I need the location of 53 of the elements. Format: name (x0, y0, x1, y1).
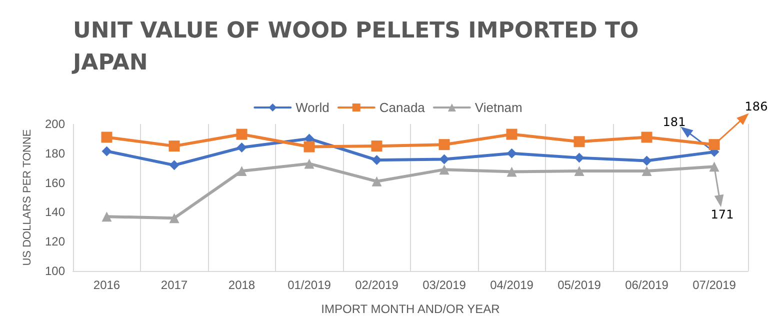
x-axis-title: IMPORT MONTH AND/OR YEAR (321, 302, 500, 316)
point (574, 166, 584, 176)
x-tick-label: 2017 (160, 278, 188, 292)
point (304, 141, 315, 152)
x-tick-label: 03/2019 (422, 278, 466, 292)
y-tick-label: 140 (44, 205, 66, 220)
chart-title: UNIT VALUE OF WOOD PELLETS IMPORTED TO JAPAN (71, 18, 646, 76)
y-axis-title: US DOLLARS PER TONNE (22, 129, 34, 266)
point (574, 152, 584, 163)
point (168, 140, 180, 152)
point (236, 166, 247, 176)
point (236, 142, 247, 153)
y-tick-label: 160 (44, 176, 66, 190)
point (642, 156, 652, 166)
point (642, 166, 652, 176)
y-tick-label: 180 (44, 146, 66, 160)
point (574, 136, 585, 148)
point (708, 139, 720, 150)
point (236, 128, 248, 140)
x-tick-label: 04/2019 (490, 278, 534, 292)
y-tick-label: 200 (44, 117, 66, 131)
point (169, 160, 180, 170)
point (304, 158, 314, 169)
point (439, 154, 450, 164)
y-tick-label: 100 (44, 264, 66, 278)
point (372, 155, 382, 166)
point (439, 164, 450, 175)
x-tick-label: 2016 (93, 278, 120, 292)
point (506, 166, 517, 177)
x-tick-label: 06/2019 (625, 278, 669, 292)
annotation: 186 (744, 100, 768, 114)
annotation: 181 (662, 114, 686, 129)
point (371, 140, 382, 152)
point (101, 132, 112, 143)
point (641, 132, 652, 143)
point (372, 176, 382, 186)
x-tick-label: 02/2019 (355, 278, 399, 292)
annotation: 171 (710, 208, 734, 222)
legend-label: World (296, 100, 330, 115)
point (438, 139, 450, 150)
point (102, 212, 112, 222)
x-tick-label: 07/2019 (692, 278, 736, 292)
x-tick-label: 05/2019 (558, 278, 602, 292)
x-tick-label: 2018 (228, 278, 256, 292)
point (102, 146, 112, 156)
point (169, 213, 180, 224)
point (506, 148, 517, 158)
legend-label: Canada (379, 100, 426, 115)
point (709, 162, 720, 172)
y-tick-label: 120 (44, 234, 66, 249)
point (506, 128, 518, 140)
x-tick-label: 01/2019 (288, 278, 332, 292)
legend-label: Vietnam (474, 100, 522, 115)
